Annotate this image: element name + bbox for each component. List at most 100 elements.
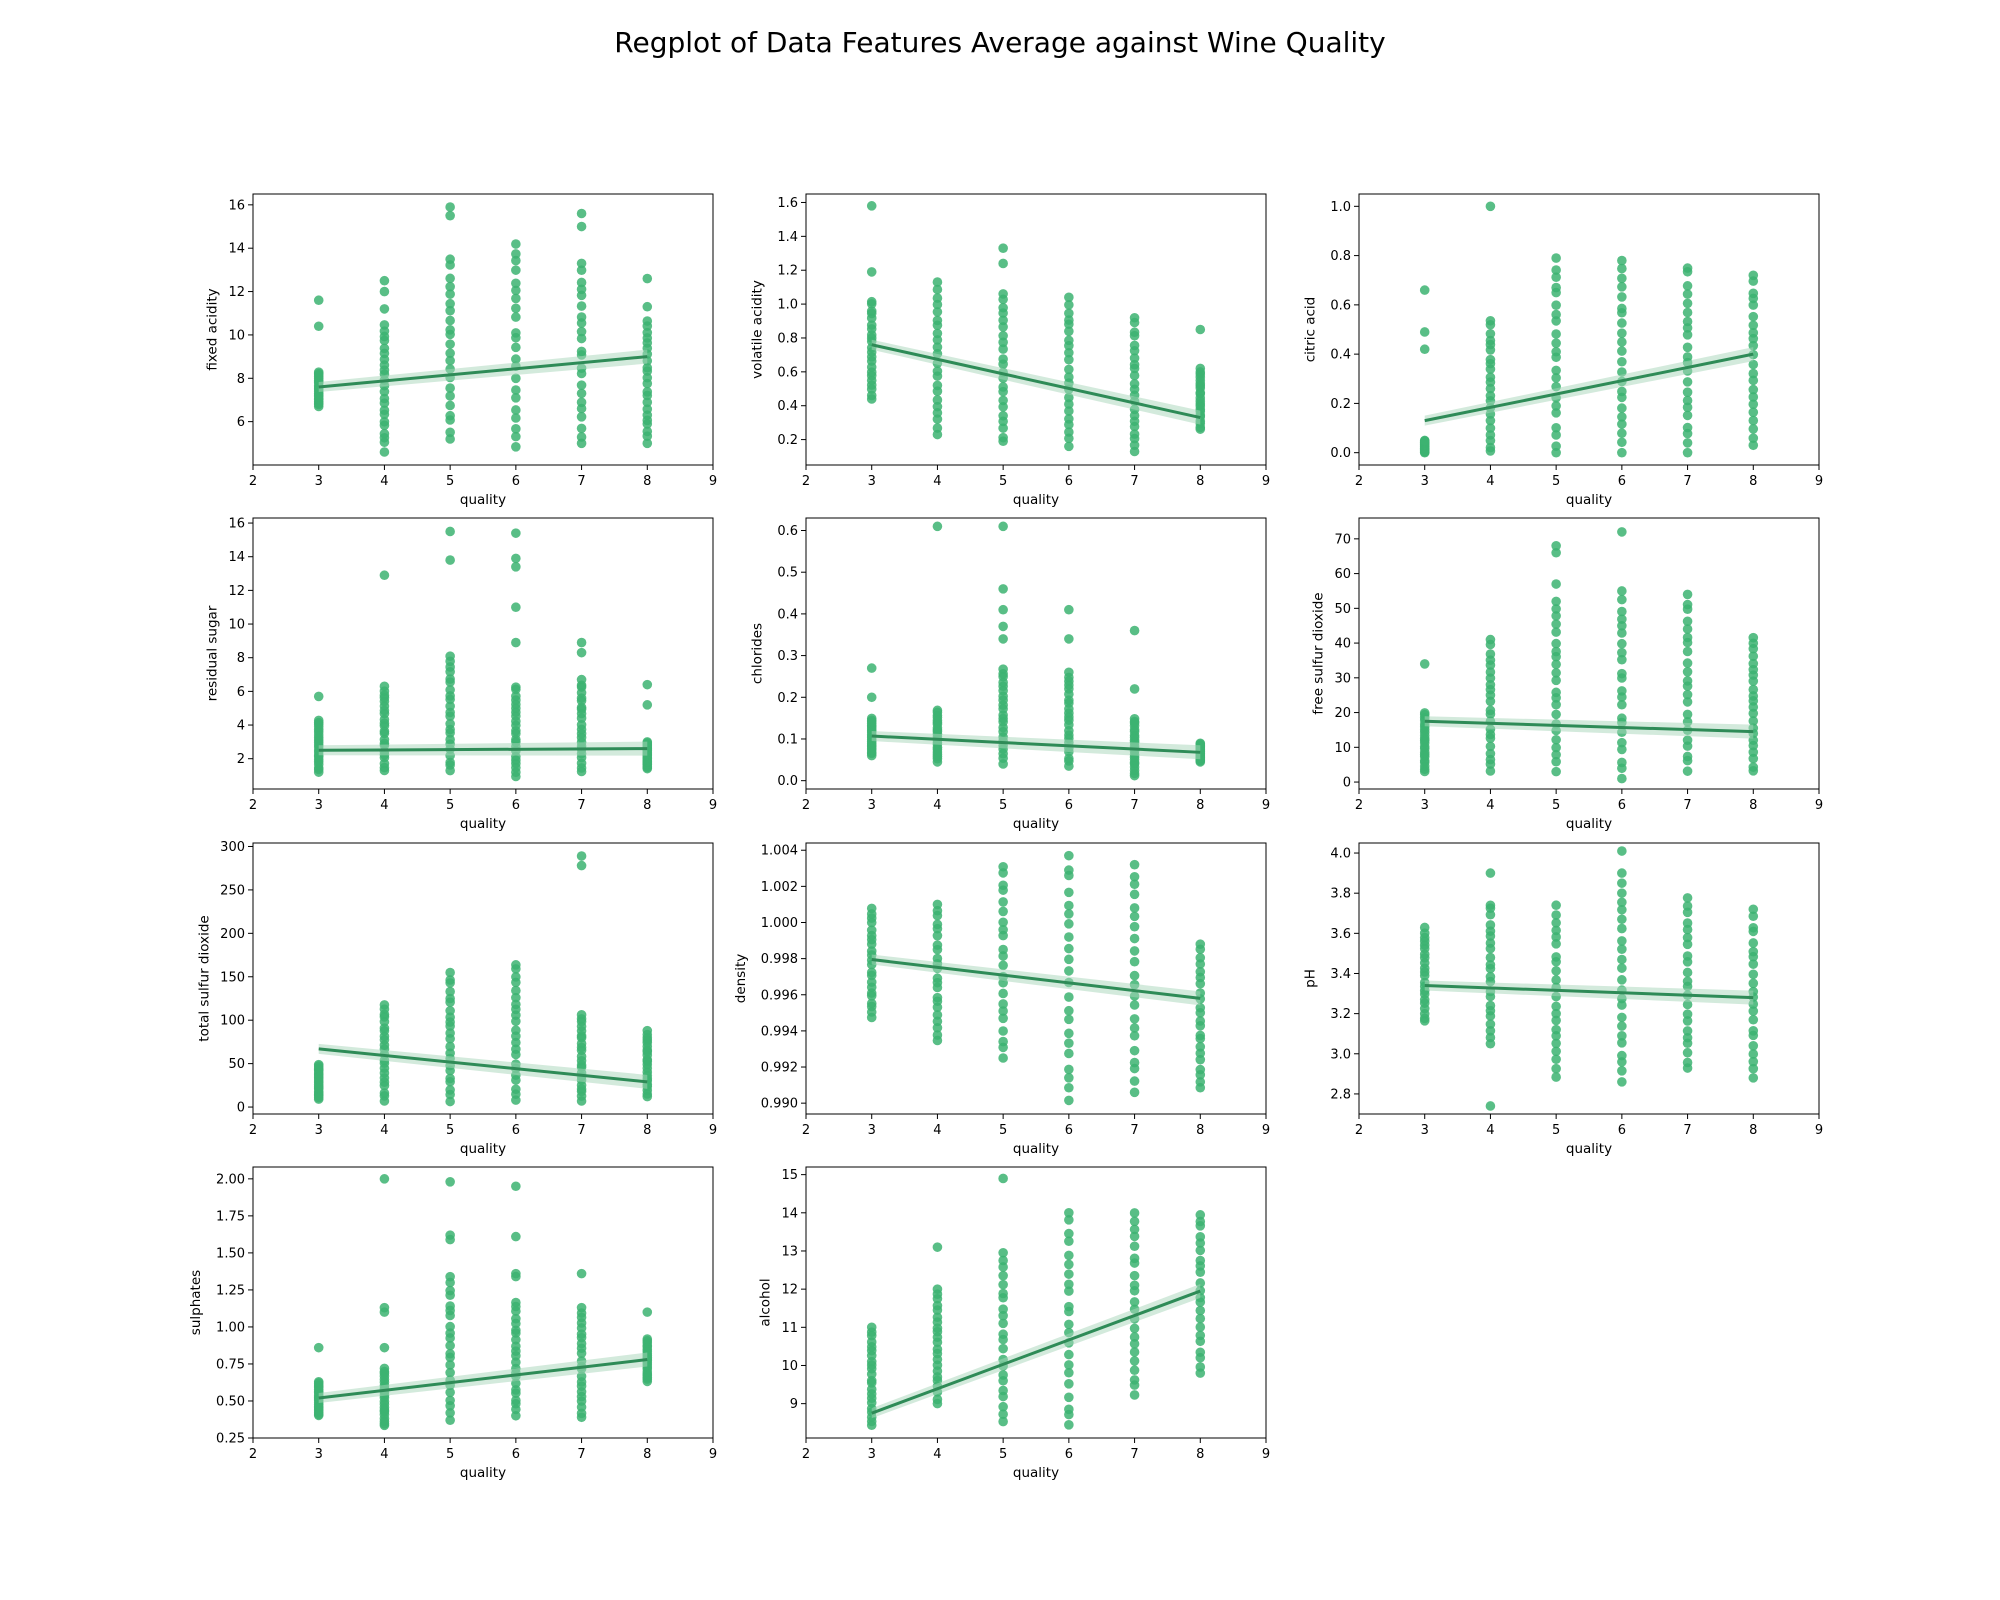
data-point [511, 1297, 521, 1308]
data-point [1551, 1038, 1561, 1049]
data-point [1682, 402, 1693, 413]
data-point [1617, 914, 1627, 925]
y-tick-label: 3.2 [1330, 1007, 1351, 1022]
data-point [445, 651, 455, 661]
data-point [1485, 748, 1496, 759]
x-tick-label: 6 [512, 1447, 520, 1462]
data-point [998, 382, 1008, 392]
data-point [1551, 1046, 1561, 1057]
data-point [1129, 1365, 1140, 1376]
x-tick-label: 7 [1130, 798, 1138, 813]
y-tick-label: 70 [1334, 532, 1351, 547]
data-point [511, 392, 521, 403]
data-point [1551, 422, 1561, 433]
x-tick-label: 4 [380, 1123, 388, 1138]
data-point [1064, 850, 1074, 861]
data-point-outlier [511, 1268, 521, 1279]
data-point [998, 924, 1008, 935]
data-point [1064, 364, 1074, 375]
data-point [1748, 747, 1759, 757]
y-axis-label: citric acid [1302, 297, 1318, 363]
subplot-citric-acid: 2 3 4 5 6 7 8 9 0.0 0.2 0.4 0.6 0.8 1.0 quality citric … [1302, 193, 1823, 508]
data-point [1551, 346, 1561, 357]
y-tick-label: 0.75 [216, 1357, 245, 1372]
data-point [1064, 308, 1074, 319]
data-point [1064, 1301, 1074, 1312]
y-tick-label: 1.0 [777, 298, 798, 313]
data-point [866, 306, 877, 316]
data-point [1195, 1232, 1206, 1242]
data-point [445, 339, 455, 349]
data-point [1617, 412, 1627, 422]
x-tick-label: 3 [1421, 474, 1429, 489]
data-point-outlier [445, 555, 455, 565]
data-point [1064, 932, 1074, 942]
data-point [932, 1010, 943, 1020]
y-tick-label: 250 [220, 883, 245, 898]
data-point [1064, 326, 1074, 337]
data-point [1129, 1323, 1140, 1334]
axes-frame [805, 193, 1267, 466]
data-point [1129, 1208, 1140, 1218]
y-tick-label: 3.0 [1330, 1047, 1351, 1062]
data-point [866, 925, 877, 935]
data-point [1195, 966, 1206, 977]
data-point [1551, 646, 1561, 657]
data-point [1129, 1347, 1140, 1357]
data-point [932, 992, 943, 1003]
data-point [576, 284, 587, 295]
data-point [932, 1344, 943, 1355]
data-point [1551, 675, 1561, 686]
data-point [1617, 713, 1627, 724]
data-point [1551, 756, 1561, 767]
data-point [1551, 1063, 1561, 1074]
data-point-outlier [1617, 527, 1627, 537]
data-point [1485, 1032, 1496, 1043]
data-point [1129, 1045, 1140, 1056]
data-point [445, 734, 455, 745]
data-point [932, 401, 943, 412]
data-point [1617, 744, 1627, 755]
data-point [1064, 1279, 1074, 1290]
x-axis-label: quality [1566, 492, 1612, 508]
data-point [1064, 1259, 1074, 1270]
data-point [1485, 315, 1496, 326]
data-point-outlier [576, 208, 587, 219]
data-point [576, 346, 587, 357]
data-point [445, 1048, 455, 1058]
data-point [1682, 646, 1693, 657]
y-tick-label: 8 [237, 372, 245, 387]
data-point [932, 953, 943, 964]
data-point [1682, 289, 1693, 299]
data-point [511, 960, 521, 970]
data-point [1748, 632, 1759, 643]
data-point [1195, 1322, 1206, 1332]
data-point [511, 1395, 521, 1406]
x-axis-label: quality [460, 1141, 506, 1157]
x-tick-label: 9 [709, 1447, 717, 1462]
axes-frame [252, 193, 714, 466]
x-tick-label: 2 [1355, 798, 1363, 813]
data-point [1551, 1072, 1561, 1082]
data-point [1064, 441, 1074, 452]
data-point [642, 404, 653, 414]
data-point [445, 701, 455, 711]
y-tick-label: 4 [237, 719, 245, 734]
data-point [445, 993, 455, 1004]
data-point [998, 1006, 1008, 1016]
data-point [1064, 1349, 1074, 1360]
data-point [511, 405, 521, 415]
y-tick-label: 50 [1334, 602, 1351, 617]
data-point [1748, 288, 1759, 299]
data-point [576, 412, 587, 422]
x-tick-label: 2 [249, 1123, 257, 1138]
data-point [642, 1025, 653, 1036]
data-point-outlier [511, 553, 521, 564]
data-point-outlier [866, 692, 877, 703]
x-tick-label: 8 [643, 1123, 651, 1138]
data-point [445, 298, 455, 309]
data-point [379, 393, 390, 404]
data-point [1617, 1066, 1627, 1076]
data-point-outlier [866, 201, 877, 211]
regression-line [318, 1358, 648, 1400]
